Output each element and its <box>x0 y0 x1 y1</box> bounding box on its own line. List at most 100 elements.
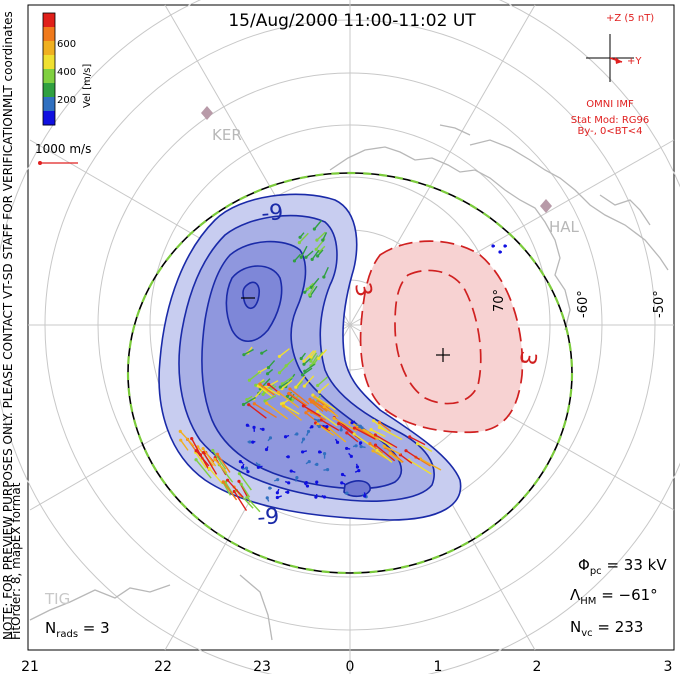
velocity-vector-dot <box>245 423 249 427</box>
velocity-vector-dot <box>352 426 357 430</box>
velocity-vector <box>202 452 218 475</box>
velocity-vector <box>278 348 290 357</box>
velocity-vector <box>303 405 321 417</box>
velocity-vector <box>295 375 306 388</box>
velocity-vector-dot <box>304 411 308 415</box>
velocity-vector-dot <box>317 390 321 394</box>
velocity-vector-dot <box>304 480 308 485</box>
station-label-ker: KER <box>212 126 242 144</box>
velocity-vector <box>385 447 404 463</box>
velocity-vector-dot <box>305 287 310 291</box>
plot-title: 15/Aug/2000 11:00-11:02 UT <box>228 11 476 31</box>
mlt-tick: 21 <box>21 659 39 674</box>
velocity-vector-dot <box>297 241 301 245</box>
velocity-vector-dot <box>211 448 215 453</box>
velocity-vector-dot <box>314 247 318 251</box>
velocity-vector-dot <box>295 475 299 480</box>
velocity-vector-dot <box>491 244 495 248</box>
velocity-vector-dot <box>503 244 507 248</box>
velocity-vector-dot <box>178 429 182 433</box>
velocity-vector <box>310 401 324 412</box>
velocity-vector-dot <box>322 495 327 499</box>
velocity-vector <box>320 419 340 432</box>
velocity-vector-dot <box>318 450 322 454</box>
velocity-vector-dot <box>268 436 273 440</box>
velocity-vector-dot <box>315 462 319 466</box>
velocity-vector <box>240 483 251 498</box>
velocity-vector-dot <box>281 404 285 408</box>
velocity-vector <box>417 443 433 453</box>
velocity-vector-dot <box>377 420 382 425</box>
velocity-vector-dot <box>345 431 349 435</box>
velocity-vector <box>278 391 300 409</box>
velocity-vector-dot <box>301 404 306 408</box>
velocity-vector <box>246 497 261 513</box>
lat-label-60: -60° <box>576 290 591 318</box>
velocity-vector-dot <box>300 373 305 377</box>
velocity-vector-dot <box>309 359 313 363</box>
velocity-vector-dot <box>337 421 341 426</box>
velocity-vector-dot <box>355 465 360 469</box>
velocity-vector-dot <box>275 495 279 500</box>
velocity-vector <box>266 402 289 420</box>
velocity-vector <box>311 249 320 260</box>
velocity-vector-dot <box>237 472 241 476</box>
velocity-vector <box>310 355 319 367</box>
velocity-vector-dot <box>275 491 279 495</box>
colorbar-block <box>43 97 55 112</box>
velocity-vector <box>282 405 302 421</box>
velocity-vector-dot <box>350 421 354 425</box>
velocity-vector-dot <box>286 490 290 494</box>
mlt-tick: 0 <box>346 659 355 674</box>
velocity-vector <box>298 232 309 244</box>
velocity-vector-dot <box>310 425 314 429</box>
hm-boundary <box>126 171 574 575</box>
station-label-hal: HAL <box>549 218 580 236</box>
velocity-vector-dot <box>322 275 326 279</box>
imf-z-label: +Z (5 nT) <box>606 13 654 24</box>
velocity-vector-dot <box>357 469 361 473</box>
velocity-vector-dot <box>288 387 292 391</box>
velocity-vector <box>309 398 328 412</box>
velocity-vector-dot <box>368 442 372 446</box>
velocity-vector-dot <box>302 359 306 363</box>
velocity-vector <box>264 386 281 396</box>
velocity-vector-dot <box>287 481 291 485</box>
colorbar-tick-200: 200 <box>57 95 76 106</box>
velocity-vector-dot <box>261 427 265 431</box>
velocity-vector-dot <box>498 250 502 254</box>
colorbar-tick-600: 600 <box>57 39 76 50</box>
velocity-vector <box>227 479 244 498</box>
velocity-vector <box>361 428 379 440</box>
velocity-vector-dot <box>292 259 297 263</box>
velocity-vector-dot <box>373 433 377 437</box>
velocity-vector-dot <box>314 495 318 499</box>
velocity-vector-dot <box>303 369 307 373</box>
velocity-vector <box>374 434 398 449</box>
velocity-vector-dot <box>258 382 262 386</box>
velocity-vector-dot <box>302 384 306 388</box>
velocity-vector-dot <box>254 383 258 387</box>
velocity-vector-dot <box>359 444 363 449</box>
velocity-vector-dot <box>244 466 249 470</box>
velocity-vector-dot <box>207 466 211 471</box>
velocity-vector-dot <box>363 494 367 498</box>
velocity-vector <box>179 430 195 447</box>
velocity-vector <box>317 410 338 427</box>
velocity-vector-dot <box>266 365 271 370</box>
velocity-vector-dot <box>295 432 299 436</box>
velocity-vector-dot <box>261 392 265 396</box>
velocity-vector <box>369 443 384 454</box>
velocity-vector-dot <box>242 353 246 357</box>
velocity-vector-dot <box>307 293 312 297</box>
velocity-vector-dot <box>251 440 255 444</box>
velocity-vector <box>253 403 277 419</box>
velocity-vector-dot <box>239 482 243 486</box>
velocity-vector <box>305 412 318 423</box>
velocity-vector-dot <box>354 444 358 448</box>
velocity-vector <box>408 459 432 475</box>
velocity-vector-dot <box>245 398 249 402</box>
velocity-vector-dot <box>286 455 290 459</box>
velocity-vector <box>304 363 316 372</box>
